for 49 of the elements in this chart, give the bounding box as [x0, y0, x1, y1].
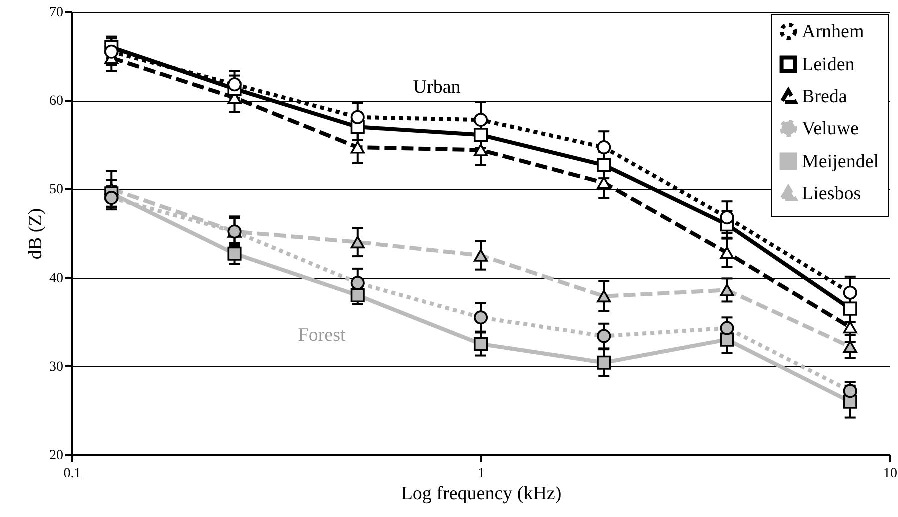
point: [720, 332, 734, 347]
point: [474, 249, 488, 262]
y-tick-label: 50: [50, 182, 64, 198]
point: [597, 329, 612, 344]
y-tick-label: 40: [50, 271, 64, 286]
point: [474, 337, 488, 352]
point: [597, 290, 612, 303]
point: [350, 141, 365, 154]
y-tick-label: 30: [50, 360, 64, 375]
point: [350, 288, 365, 303]
y-tick-label: 60: [50, 94, 64, 110]
point: [474, 128, 488, 142]
point: [843, 321, 858, 334]
point: [843, 302, 858, 316]
annotation: Forest: [298, 325, 346, 346]
point: [720, 321, 734, 336]
x-tick-label: 1: [478, 466, 485, 482]
point: [597, 140, 612, 155]
point: [474, 113, 488, 128]
point: [843, 286, 858, 300]
point: [597, 176, 612, 190]
x-axis-title: Log frequency (kHz): [401, 484, 562, 504]
point: [228, 78, 242, 92]
legend-label: Meijendel: [802, 152, 880, 172]
annotation: Urban: [413, 77, 462, 98]
y-axis-title: dB (Z): [26, 208, 46, 260]
point: [720, 284, 734, 296]
point: [350, 236, 365, 249]
legend-label: Liesbos: [802, 184, 862, 204]
point: [597, 158, 612, 172]
point: [843, 340, 858, 354]
point: [350, 110, 365, 124]
point: [474, 310, 488, 325]
legend-label: Leiden: [802, 54, 856, 76]
y-tick-label: 20: [50, 448, 64, 464]
point: [597, 356, 612, 370]
point: [350, 276, 365, 290]
point: [720, 210, 734, 225]
legend-label: Arnhem: [802, 22, 864, 42]
point: [474, 144, 488, 156]
point: [228, 246, 242, 261]
x-tick-label: 0.1: [64, 466, 82, 482]
point: [720, 246, 734, 260]
legend-label: Veluwe: [802, 118, 859, 140]
point: [104, 44, 119, 59]
x-tick-label: 10: [884, 466, 898, 482]
legend-label: Breda: [802, 86, 848, 108]
y-tick-label: 70: [50, 6, 64, 20]
point: [104, 191, 119, 206]
